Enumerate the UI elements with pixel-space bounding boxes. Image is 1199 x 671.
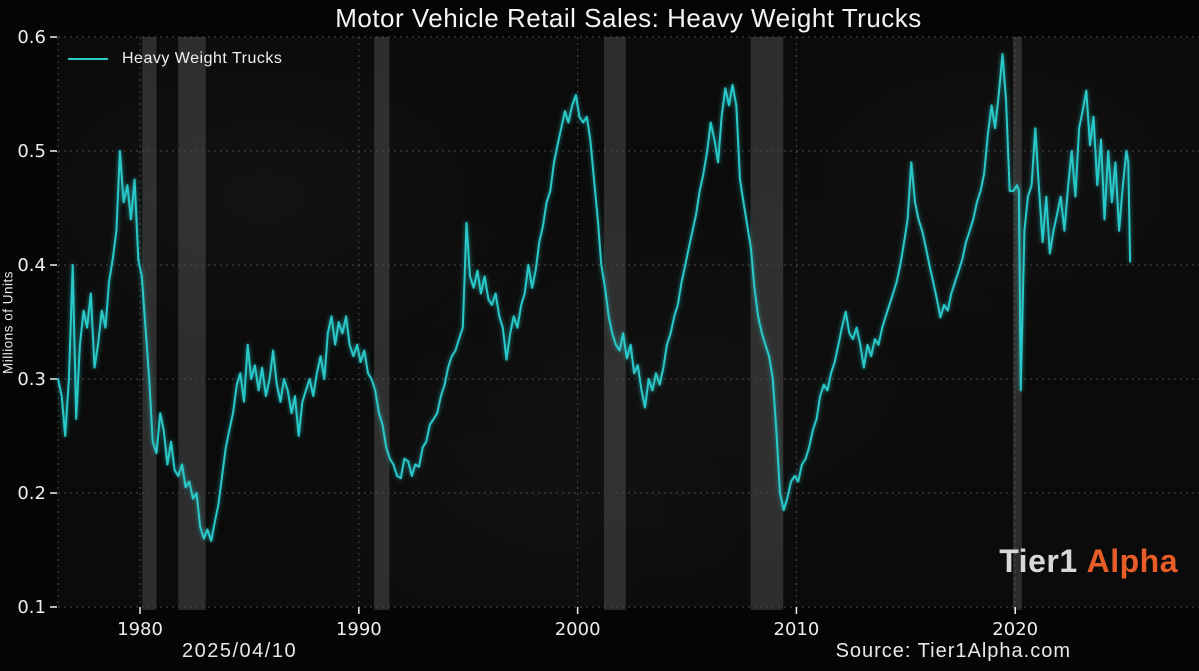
y-tick-label: 0.5 xyxy=(17,141,46,162)
x-tick-label: 2010 xyxy=(774,619,820,640)
x-tick-label: 2000 xyxy=(555,619,601,640)
gridlines-group xyxy=(57,36,1199,608)
footer-source: Source: Tier1Alpha.com xyxy=(835,640,1071,662)
axis-ticks-group xyxy=(50,36,1016,614)
recession-band xyxy=(750,37,784,610)
legend-line-swatch xyxy=(68,58,108,60)
chart-title: Motor Vehicle Retail Sales: Heavy Weight… xyxy=(335,3,922,33)
y-tick-label: 0.1 xyxy=(17,597,46,618)
recession-band xyxy=(374,37,390,610)
tick-labels-group: 1980 1990 2000 2010 2020 0.1 0.2 0.3 0.4 0.5 0.6 xyxy=(17,27,1038,640)
recession-band xyxy=(603,37,626,610)
series-line-group xyxy=(57,53,1132,542)
recession-band xyxy=(142,37,157,610)
series-line xyxy=(57,53,1132,542)
recession-band xyxy=(178,37,206,610)
x-tick-label: 1980 xyxy=(117,619,163,640)
y-tick-label: 0.4 xyxy=(17,255,46,276)
recession-band xyxy=(1013,37,1022,610)
tier1-alpha-logo: Tier1 Alpha xyxy=(999,543,1178,580)
y-tick-label: 0.2 xyxy=(17,483,46,504)
y-tick-label: 0.6 xyxy=(17,27,46,48)
y-axis-title: Millions of Units xyxy=(0,270,16,375)
legend-label: Heavy Weight Trucks xyxy=(122,50,283,67)
logo-alpha: Alpha xyxy=(1086,543,1178,579)
logo-tier1: Tier1 xyxy=(999,543,1078,579)
x-tick-label: 2020 xyxy=(992,619,1038,640)
legend: Heavy Weight Trucks xyxy=(68,50,282,68)
y-tick-label: 0.3 xyxy=(17,369,46,390)
x-tick-label: 1990 xyxy=(336,619,382,640)
footer-date: 2025/04/10 xyxy=(182,640,298,662)
recession-bands-group xyxy=(142,37,1022,610)
